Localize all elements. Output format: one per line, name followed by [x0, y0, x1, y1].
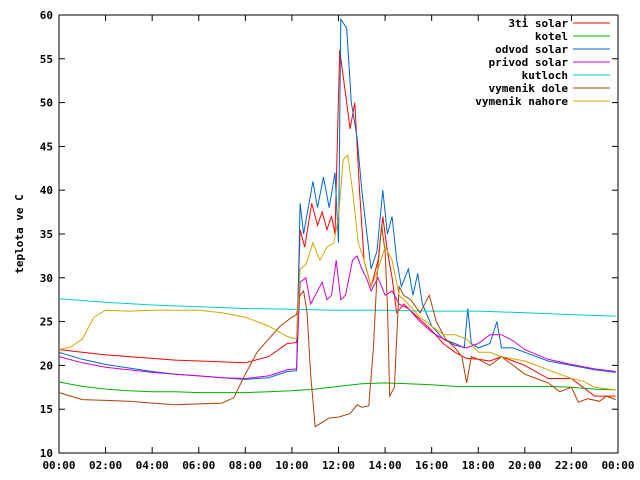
y-tick-label: 55 [40, 53, 53, 66]
series-line-privod-solar [58, 255, 616, 380]
y-tick-label: 35 [40, 228, 53, 241]
y-tick-label: 20 [40, 359, 53, 372]
x-tick-label: 20:00 [508, 459, 541, 472]
x-tick-label: 10:00 [275, 459, 308, 472]
y-tick-label: 15 [40, 403, 53, 416]
series-line-kotel [58, 381, 616, 394]
x-tick-label: 00:00 [42, 459, 75, 472]
x-tick-label: 12:00 [322, 459, 355, 472]
x-tick-label: 04:00 [136, 459, 169, 472]
x-tick-label: 02:00 [89, 459, 122, 472]
legend-label: 3ti solar [508, 17, 568, 30]
x-tick-label: 14:00 [369, 459, 402, 472]
x-tick-label: 08:00 [229, 459, 262, 472]
y-tick-label: 25 [40, 316, 53, 329]
x-tick-label: 18:00 [462, 459, 495, 472]
series-line-odvod-solar [58, 17, 616, 380]
series-lines [58, 17, 616, 428]
x-tick-label: 00:00 [601, 459, 634, 472]
legend-label: odvod solar [495, 43, 568, 56]
legend-label: vymenik dole [489, 82, 569, 95]
y-axis-label: teplota ve C [13, 194, 26, 273]
legend-label: privod solar [489, 56, 569, 69]
y-tick-label: 10 [40, 447, 53, 460]
x-tick-label: 22:00 [555, 459, 588, 472]
series-line-3ti-solar [58, 49, 616, 397]
x-tick-label: 16:00 [415, 459, 448, 472]
x-tick-label: 06:00 [182, 459, 215, 472]
axis-ticks: 10 15 20 25 30 35 40 45 50 55 60 00:00 02:00 04:00 06:… [40, 9, 635, 472]
y-tick-label: 45 [40, 140, 53, 153]
series-line-vymenik-nahore [58, 154, 616, 391]
legend-label: vymenik nahore [475, 95, 568, 108]
legend-label: kotel [535, 30, 568, 43]
series-line-vymenik-dole [58, 225, 616, 428]
y-tick-label: 40 [40, 184, 53, 197]
y-tick-label: 60 [40, 9, 53, 22]
legend-label: kutloch [522, 69, 568, 82]
y-tick-label: 30 [40, 272, 53, 285]
y-tick-label: 50 [40, 97, 53, 110]
series-line-kutloch [58, 298, 616, 317]
